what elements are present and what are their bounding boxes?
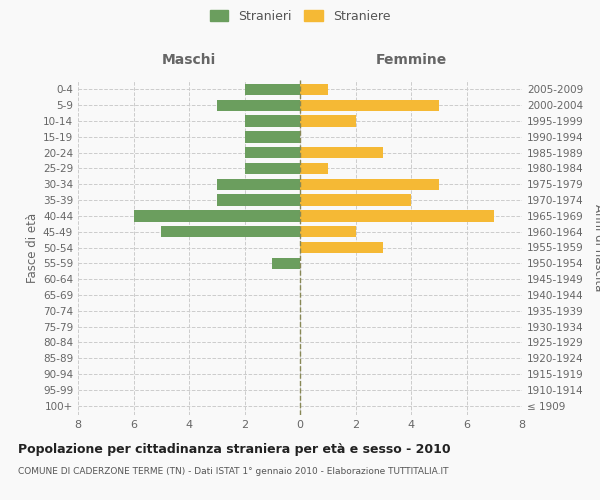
Bar — [161, 226, 300, 237]
Bar — [300, 84, 328, 95]
Bar — [272, 258, 300, 269]
Bar — [300, 178, 439, 190]
Bar — [300, 226, 356, 237]
Bar — [245, 147, 300, 158]
Bar — [300, 210, 494, 222]
Bar — [300, 147, 383, 158]
Bar — [245, 163, 300, 174]
Bar — [217, 100, 300, 111]
Bar — [300, 116, 356, 127]
Text: Maschi: Maschi — [162, 54, 216, 68]
Bar — [300, 163, 328, 174]
Y-axis label: Anni di nascita: Anni di nascita — [592, 204, 600, 291]
Bar — [245, 84, 300, 95]
Y-axis label: Fasce di età: Fasce di età — [26, 212, 39, 282]
Bar — [300, 194, 411, 206]
Bar — [133, 210, 300, 222]
Text: Popolazione per cittadinanza straniera per età e sesso - 2010: Popolazione per cittadinanza straniera p… — [18, 442, 451, 456]
Text: COMUNE DI CADERZONE TERME (TN) - Dati ISTAT 1° gennaio 2010 - Elaborazione TUTTI: COMUNE DI CADERZONE TERME (TN) - Dati IS… — [18, 468, 449, 476]
Legend: Stranieri, Straniere: Stranieri, Straniere — [205, 5, 395, 28]
Bar — [217, 178, 300, 190]
Bar — [245, 116, 300, 127]
Bar — [245, 131, 300, 142]
Text: Femmine: Femmine — [376, 54, 446, 68]
Bar — [300, 100, 439, 111]
Bar — [300, 242, 383, 253]
Bar — [217, 194, 300, 206]
